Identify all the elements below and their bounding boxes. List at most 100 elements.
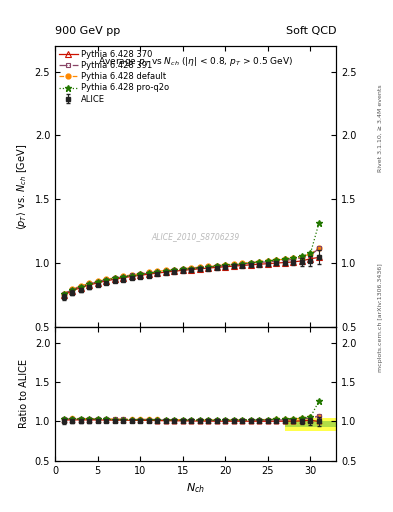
Pythia 6.428 pro-q2o (155, 269, 160, 275)
Pythia 6.428 default (172, 266, 176, 272)
Pythia 6.428 default (61, 290, 66, 296)
Pythia 6.428 pro-q2o (180, 266, 185, 272)
Pythia 6.428 default (308, 251, 313, 257)
Pythia 6.428 default (87, 281, 92, 287)
Legend: Pythia 6.428 370, Pythia 6.428 391, Pythia 6.428 default, Pythia 6.428 pro-q2o, : Pythia 6.428 370, Pythia 6.428 391, Pyth… (57, 49, 171, 105)
Text: ALICE_2010_S8706239: ALICE_2010_S8706239 (151, 232, 240, 242)
Pythia 6.428 391 (231, 262, 236, 268)
Pythia 6.428 391 (257, 260, 262, 266)
Pythia 6.428 391 (129, 272, 134, 279)
Pythia 6.428 370 (61, 292, 66, 298)
Pythia 6.428 default (138, 270, 143, 276)
Pythia 6.428 370 (257, 261, 262, 267)
Pythia 6.428 pro-q2o (61, 291, 66, 297)
Text: Average $p_T$ vs $N_{ch}$ ($|\eta|$ < 0.8, $p_T$ > 0.5 GeV): Average $p_T$ vs $N_{ch}$ ($|\eta|$ < 0.… (98, 54, 293, 68)
Pythia 6.428 default (121, 273, 125, 279)
Pythia 6.428 pro-q2o (240, 261, 245, 267)
Pythia 6.428 370 (180, 267, 185, 273)
Pythia 6.428 391 (274, 258, 279, 264)
Pythia 6.428 pro-q2o (308, 250, 313, 257)
Pythia 6.428 pro-q2o (129, 272, 134, 279)
Pythia 6.428 391 (266, 259, 270, 265)
Pythia 6.428 370 (70, 288, 74, 294)
Pythia 6.428 pro-q2o (223, 262, 228, 268)
Pythia 6.428 391 (248, 260, 253, 266)
Pythia 6.428 pro-q2o (112, 275, 117, 282)
Pythia 6.428 391 (78, 284, 83, 290)
Pythia 6.428 391 (206, 264, 211, 270)
Pythia 6.428 370 (223, 264, 228, 270)
Pythia 6.428 pro-q2o (87, 281, 92, 287)
Text: mcplots.cern.ch [arXiv:1306.3436]: mcplots.cern.ch [arXiv:1306.3436] (378, 263, 383, 372)
Pythia 6.428 pro-q2o (70, 287, 74, 293)
Pythia 6.428 370 (121, 274, 125, 281)
Pythia 6.428 370 (266, 261, 270, 267)
Pythia 6.428 pro-q2o (206, 264, 211, 270)
Pythia 6.428 default (155, 268, 160, 274)
Pythia 6.428 pro-q2o (215, 263, 219, 269)
Pythia 6.428 pro-q2o (163, 268, 168, 274)
Pythia 6.428 pro-q2o (283, 256, 287, 262)
Pythia 6.428 391 (189, 265, 194, 271)
Pythia 6.428 391 (70, 287, 74, 293)
Pythia 6.428 pro-q2o (291, 255, 296, 261)
Pythia 6.428 default (163, 267, 168, 273)
Pythia 6.428 370 (215, 264, 219, 270)
Pythia 6.428 391 (299, 255, 304, 261)
Pythia 6.428 370 (317, 254, 321, 261)
Pythia 6.428 pro-q2o (138, 271, 143, 278)
Pythia 6.428 370 (78, 285, 83, 291)
Pythia 6.428 370 (231, 263, 236, 269)
Pythia 6.428 370 (87, 282, 92, 288)
Pythia 6.428 370 (129, 273, 134, 280)
Pythia 6.428 391 (155, 269, 160, 275)
Pythia 6.428 default (129, 272, 134, 278)
Pythia 6.428 default (274, 257, 279, 263)
Pythia 6.428 default (78, 283, 83, 289)
Pythia 6.428 391 (95, 279, 100, 285)
Line: Pythia 6.428 pro-q2o: Pythia 6.428 pro-q2o (60, 220, 323, 298)
Pythia 6.428 default (240, 260, 245, 266)
Pythia 6.428 pro-q2o (78, 284, 83, 290)
Pythia 6.428 391 (180, 266, 185, 272)
Pythia 6.428 391 (317, 245, 321, 251)
Pythia 6.428 pro-q2o (317, 220, 321, 226)
Pythia 6.428 391 (240, 261, 245, 267)
Bar (285, 421, 336, 426)
Pythia 6.428 391 (104, 277, 108, 283)
Pythia 6.428 default (180, 266, 185, 272)
Pythia 6.428 370 (112, 276, 117, 282)
Pythia 6.428 391 (138, 271, 143, 278)
Y-axis label: $\langle p_T \rangle$ vs. $N_{ch}$ [GeV]: $\langle p_T \rangle$ vs. $N_{ch}$ [GeV] (15, 143, 29, 230)
Pythia 6.428 370 (299, 258, 304, 264)
Pythia 6.428 pro-q2o (121, 274, 125, 280)
Pythia 6.428 370 (248, 262, 253, 268)
Pythia 6.428 pro-q2o (231, 262, 236, 268)
Pythia 6.428 default (223, 262, 228, 268)
Pythia 6.428 370 (95, 280, 100, 286)
Pythia 6.428 pro-q2o (146, 270, 151, 276)
Pythia 6.428 370 (291, 259, 296, 265)
Pythia 6.428 default (291, 255, 296, 261)
Pythia 6.428 391 (61, 291, 66, 297)
Pythia 6.428 391 (291, 257, 296, 263)
Text: Rivet 3.1.10, ≥ 3.4M events: Rivet 3.1.10, ≥ 3.4M events (378, 84, 383, 172)
Pythia 6.428 370 (206, 265, 211, 271)
Pythia 6.428 pro-q2o (266, 258, 270, 264)
Pythia 6.428 370 (172, 268, 176, 274)
Pythia 6.428 370 (146, 271, 151, 277)
Pythia 6.428 pro-q2o (189, 265, 194, 271)
Pythia 6.428 default (189, 265, 194, 271)
Pythia 6.428 default (266, 258, 270, 264)
Pythia 6.428 default (248, 260, 253, 266)
Pythia 6.428 pro-q2o (104, 277, 108, 283)
Y-axis label: Ratio to ALICE: Ratio to ALICE (19, 359, 29, 429)
Line: Pythia 6.428 default: Pythia 6.428 default (61, 246, 321, 296)
Pythia 6.428 default (257, 259, 262, 265)
Pythia 6.428 370 (155, 270, 160, 276)
Pythia 6.428 370 (308, 255, 313, 262)
Line: Pythia 6.428 391: Pythia 6.428 391 (61, 246, 321, 296)
Pythia 6.428 default (283, 256, 287, 262)
Pythia 6.428 pro-q2o (299, 253, 304, 259)
Pythia 6.428 391 (121, 273, 125, 280)
